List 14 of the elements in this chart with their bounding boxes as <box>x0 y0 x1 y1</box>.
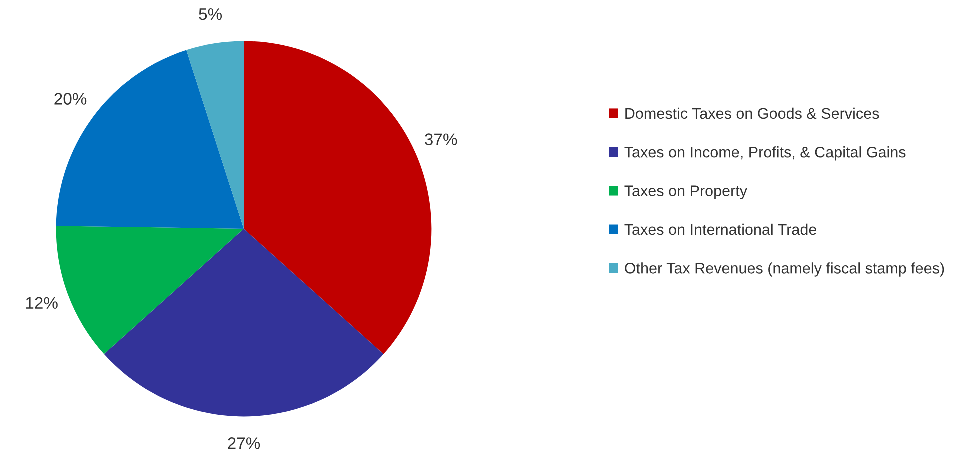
data-label: 20% <box>54 93 87 105</box>
data-label: 5% <box>199 8 222 20</box>
pie-slice <box>186 41 244 229</box>
data-label: 27% <box>228 438 260 450</box>
legend-label: Taxes on Income, Profits, & Capital Gains <box>624 146 906 161</box>
legend-label: Taxes on International Trade <box>624 224 816 236</box>
pie-slice <box>56 226 244 354</box>
legend-label: Domestic Taxes on Goods & Services <box>626 108 880 120</box>
data-label: 12% <box>26 297 58 309</box>
pie-slice <box>56 50 244 229</box>
legend-label: Taxes on Property <box>624 186 748 200</box>
legend-label: Other Tax Revenues (namely fiscal stamp fees) <box>625 262 944 277</box>
pie-slice <box>104 229 384 417</box>
data-label: 37% <box>425 134 458 146</box>
